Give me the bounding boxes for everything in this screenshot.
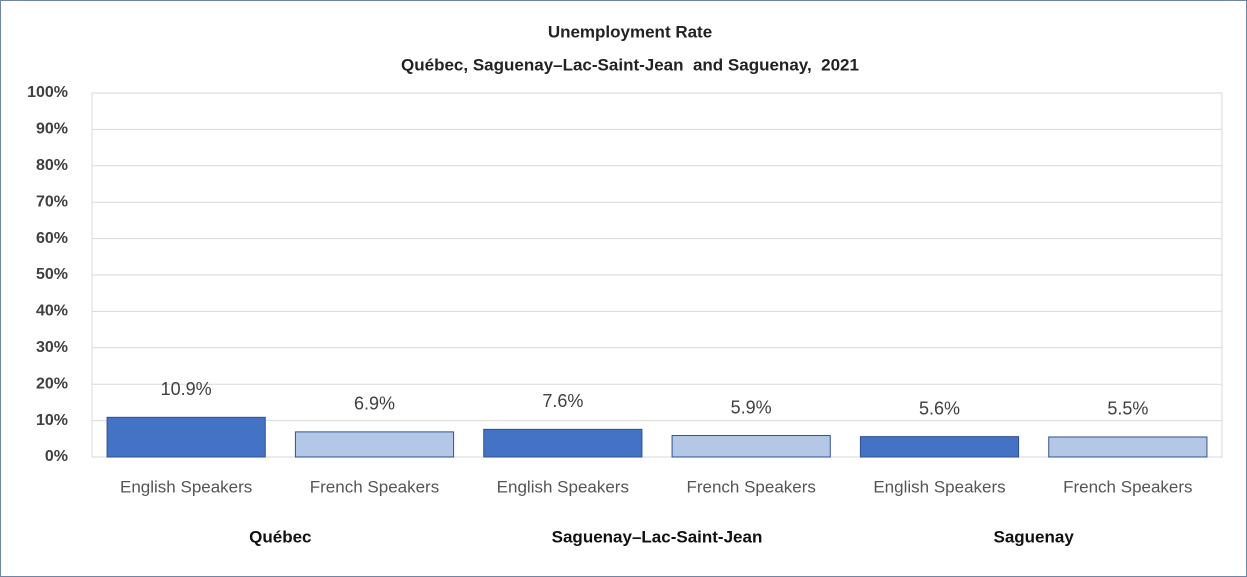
bar <box>483 428 643 458</box>
data-label: 5.6% <box>919 398 960 418</box>
y-tick-label: 40% <box>36 303 68 320</box>
x-tick-label: French Speakers <box>686 477 815 496</box>
group-label: Saguenay–Lac-Saint-Jean <box>552 527 763 546</box>
data-label: 6.9% <box>354 394 395 414</box>
data-label: 7.6% <box>542 391 583 411</box>
y-tick-label: 30% <box>36 339 68 356</box>
y-tick-label: 50% <box>36 266 68 283</box>
bar <box>671 435 831 458</box>
data-label: 5.9% <box>731 397 772 417</box>
y-tick-label: 60% <box>36 230 68 247</box>
x-tick-label: English Speakers <box>873 477 1005 496</box>
y-tick-label: 100% <box>27 84 68 101</box>
y-tick-label: 80% <box>36 157 68 174</box>
y-tick-label: 20% <box>36 375 68 392</box>
data-label: 5.5% <box>1107 399 1148 419</box>
y-tick-label: 90% <box>36 121 68 138</box>
x-tick-label: English Speakers <box>497 477 629 496</box>
y-tick-label: 0% <box>45 448 68 465</box>
bar <box>106 416 266 458</box>
group-label: Saguenay <box>994 527 1075 546</box>
x-tick-label: English Speakers <box>120 477 252 496</box>
chart-title: Unemployment Rate <box>548 22 712 41</box>
group-label: Québec <box>249 527 311 546</box>
bar <box>859 436 1020 458</box>
bar <box>294 431 455 458</box>
data-label: 10.9% <box>161 379 212 399</box>
x-tick-label: French Speakers <box>1063 477 1192 496</box>
chart-subtitle: Québec, Saguenay–Lac-Saint-Jean and Sagu… <box>401 55 859 74</box>
y-tick-label: 70% <box>36 193 68 210</box>
y-tick-label: 10% <box>36 412 68 429</box>
bar <box>1048 436 1208 458</box>
x-tick-label: French Speakers <box>310 477 439 496</box>
